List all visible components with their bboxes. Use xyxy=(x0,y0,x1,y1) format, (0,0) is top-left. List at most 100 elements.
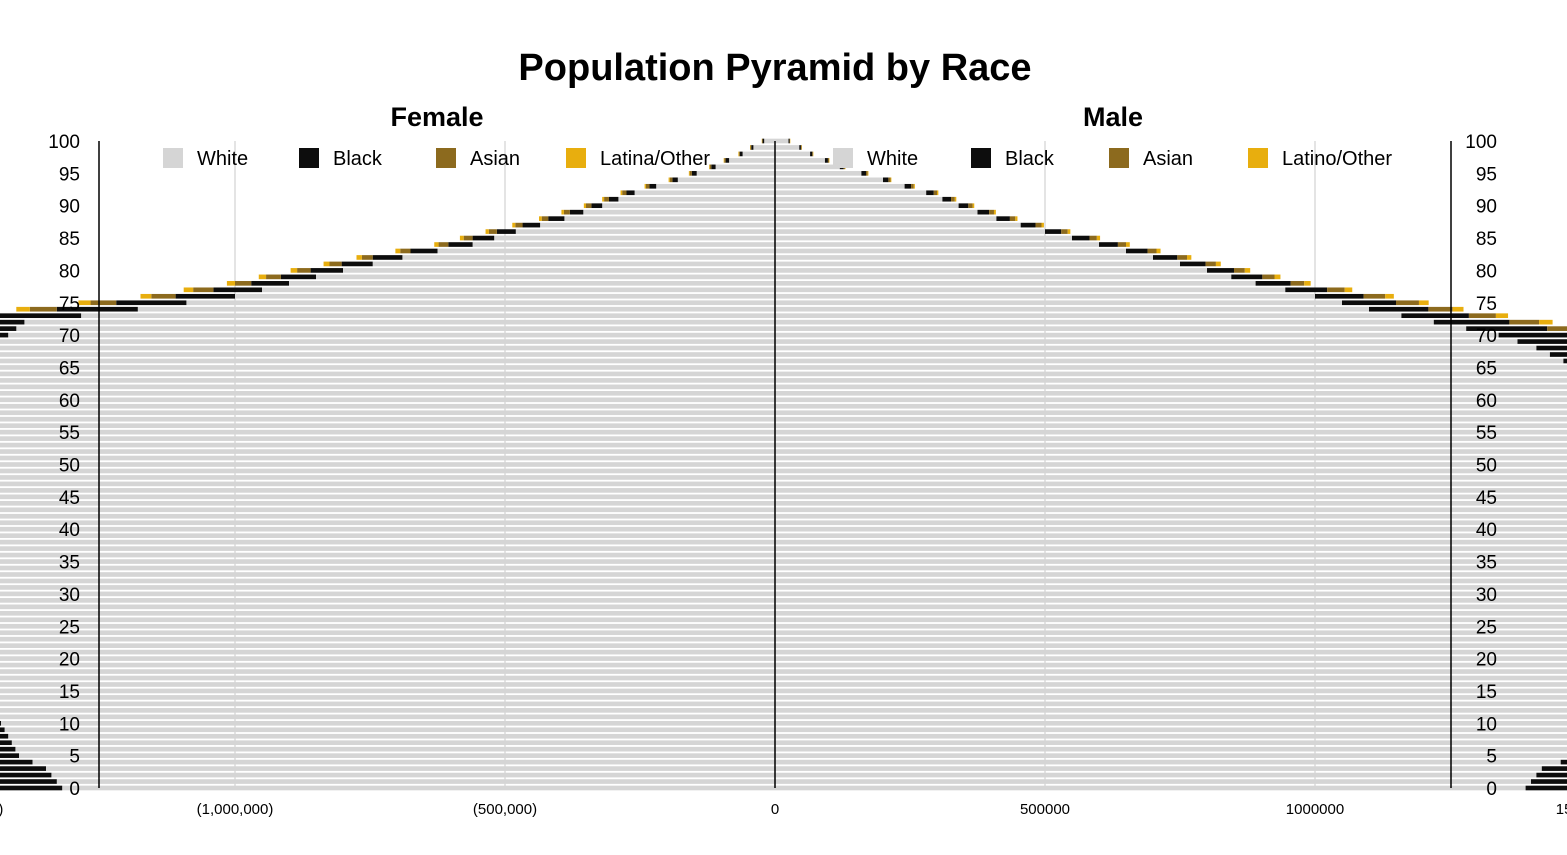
female-bar-black-age-100 xyxy=(762,138,765,144)
y-tick-label-left: 45 xyxy=(59,488,80,509)
male-bar-white-age-52 xyxy=(775,449,1567,454)
male-legend-label-black: Black xyxy=(1005,148,1055,170)
female-bar-asian-age-91 xyxy=(604,196,609,202)
female-bar-latino-age-84 xyxy=(434,242,439,247)
male-bar-white-age-85 xyxy=(775,235,1072,241)
male-legend-item-latino: Latino/Other xyxy=(1248,148,1392,170)
male-bar-asian-age-71 xyxy=(1547,326,1567,331)
y-tick-label-left: 5 xyxy=(69,747,80,768)
female-bar-asian-age-97 xyxy=(724,158,726,163)
female-bar-white-age-76 xyxy=(235,293,775,299)
male-bar-white-age-26 xyxy=(775,617,1567,623)
female-bar-black-age-3 xyxy=(0,766,46,771)
male-bar-white-age-22 xyxy=(775,643,1567,648)
female-bar-white-age-46 xyxy=(0,488,775,493)
female-bar-asian-age-83 xyxy=(400,248,411,254)
male-bar-latino-age-95 xyxy=(867,171,869,176)
female-bar-white-age-17 xyxy=(0,675,775,681)
female-bar-white-age-95 xyxy=(696,171,775,176)
male-bar-white-age-43 xyxy=(775,507,1567,513)
female-bar-white-age-65 xyxy=(0,365,775,370)
female-bar-latino-age-96 xyxy=(709,164,710,170)
female-legend-item-latino: Latina/Other xyxy=(566,148,710,170)
male-bar-latino-age-94 xyxy=(890,177,892,183)
female-bar-white-age-20 xyxy=(0,656,775,661)
female-bar-asian-age-78 xyxy=(235,281,252,286)
female-legend-item-white: White xyxy=(163,148,248,170)
male-bar-white-age-65 xyxy=(775,365,1567,370)
female-bar-black-age-78 xyxy=(251,281,289,286)
male-bar-white-age-7 xyxy=(775,740,1567,746)
male-bar-white-age-82 xyxy=(775,255,1153,260)
female-bar-white-age-58 xyxy=(0,410,776,416)
male-bar-black-age-73 xyxy=(1401,313,1469,319)
female-bar-latino-age-91 xyxy=(602,196,605,202)
male-bar-white-age-19 xyxy=(775,662,1567,668)
male-bar-asian-age-74 xyxy=(1428,306,1453,312)
female-bar-white-age-27 xyxy=(0,610,775,616)
female-panel-title: Female xyxy=(390,102,483,132)
male-bar-black-age-80 xyxy=(1207,268,1234,273)
female-bar-latino-age-94 xyxy=(668,177,670,183)
male-bar-white-age-35 xyxy=(775,559,1567,564)
male-bar-white-age-73 xyxy=(775,313,1402,319)
female-bar-white-age-96 xyxy=(715,164,775,170)
male-bar-black-age-66 xyxy=(1563,358,1567,364)
female-bar-latino-age-82 xyxy=(356,255,362,260)
male-bar-latino-age-76 xyxy=(1385,293,1394,299)
female-bar-white-age-22 xyxy=(0,643,776,648)
female-bar-white-age-9 xyxy=(4,727,776,733)
female-bar-asian-age-81 xyxy=(329,261,342,267)
male-bar-latino-age-89 xyxy=(993,209,996,215)
female-bar-white-age-98 xyxy=(742,151,775,157)
male-legend-item-black: Black xyxy=(971,148,1055,170)
female-bar-black-age-94 xyxy=(672,177,678,183)
female-bar-white-age-62 xyxy=(0,384,775,390)
male-bar-black-age-83 xyxy=(1126,248,1148,254)
male-bar-black-age-94 xyxy=(883,177,889,183)
male-bar-black-age-72 xyxy=(1433,319,1510,325)
female-bar-latino-age-95 xyxy=(688,171,690,176)
male-panel-title: Male xyxy=(1083,102,1143,132)
male-bar-white-age-6 xyxy=(775,746,1567,752)
y-tick-label-right: 100 xyxy=(1465,132,1497,153)
male-bar-asian-age-80 xyxy=(1234,268,1245,273)
male-bar-black-age-97 xyxy=(824,158,828,163)
female-bar-white-age-0 xyxy=(62,785,775,791)
female-bar-white-age-88 xyxy=(564,216,775,221)
female-bar-asian-age-96 xyxy=(709,164,712,170)
male-bar-asian-age-77 xyxy=(1327,287,1345,293)
male-bar-white-age-27 xyxy=(775,610,1567,616)
male-bar-white-age-21 xyxy=(775,649,1567,655)
y-tick-label-right: 25 xyxy=(1476,617,1497,638)
y-tick-label-right: 45 xyxy=(1476,488,1497,509)
male-bar-asian-age-92 xyxy=(933,190,937,196)
female-bar-white-age-13 xyxy=(0,701,775,707)
female-bar-white-age-64 xyxy=(0,371,775,377)
female-bar-white-age-6 xyxy=(15,746,775,752)
y-tick-label-right: 5 xyxy=(1486,747,1497,768)
female-legend-label-latino: Latina/Other xyxy=(600,148,710,170)
male-bar-asian-age-82 xyxy=(1177,255,1188,260)
female-bar-black-age-93 xyxy=(649,183,657,189)
female-legend-item-black: Black xyxy=(299,148,383,170)
female-bar-white-age-29 xyxy=(0,598,775,603)
female-bar-asian-age-99 xyxy=(750,145,752,150)
male-bar-white-age-39 xyxy=(775,533,1567,538)
male-bar-white-age-17 xyxy=(775,675,1567,681)
male-bar-asian-age-86 xyxy=(1061,229,1068,234)
female-bar-asian-age-77 xyxy=(193,287,214,293)
female-bar-white-age-51 xyxy=(0,455,776,461)
male-legend-item-white: White xyxy=(833,148,918,170)
female-bar-white-age-68 xyxy=(0,345,775,351)
male-legend-label-latino: Latino/Other xyxy=(1282,148,1392,170)
y-tick-label-left: 70 xyxy=(59,326,80,347)
female-legend-swatch-latino xyxy=(566,148,586,168)
male-bar-white-age-40 xyxy=(775,526,1567,532)
female-bar-latino-age-85 xyxy=(459,235,464,241)
female-bar-white-age-21 xyxy=(0,649,775,655)
male-bar-black-age-0 xyxy=(1525,785,1567,791)
male-bar-white-age-74 xyxy=(775,306,1369,312)
female-bar-asian-age-75 xyxy=(90,300,117,306)
female-bar-white-age-24 xyxy=(0,630,775,636)
